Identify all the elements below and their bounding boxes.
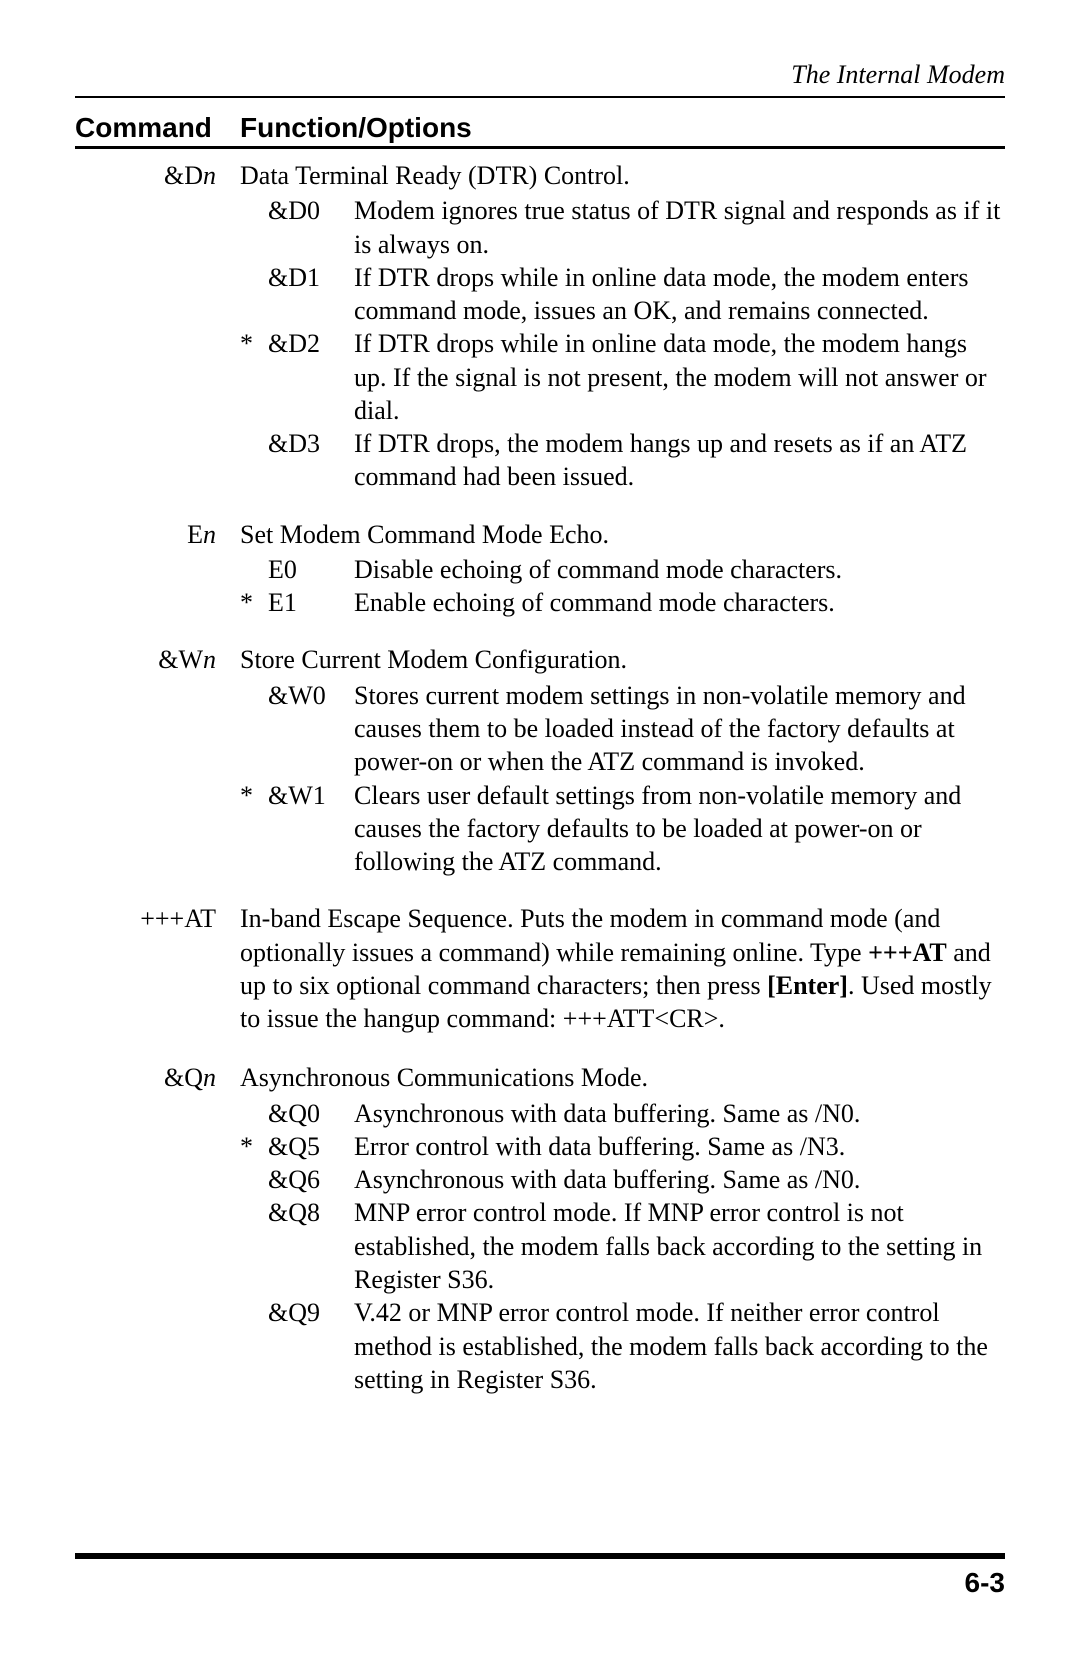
option-code: &Q0 bbox=[268, 1097, 354, 1130]
option-description: Modem ignores true status of DTR signal … bbox=[354, 194, 1005, 261]
table-header-row: Command Function/Options bbox=[75, 112, 1005, 149]
default-marker bbox=[240, 1196, 268, 1296]
option-code: E0 bbox=[268, 553, 354, 586]
option-row: E0Disable echoing of command mode charac… bbox=[240, 553, 1005, 586]
option-row: &D1If DTR drops while in online data mod… bbox=[240, 261, 1005, 328]
default-marker bbox=[240, 1097, 268, 1130]
option-code: E1 bbox=[268, 586, 354, 619]
command-prefix: &D bbox=[164, 161, 203, 190]
option-code: &D2 bbox=[268, 327, 354, 427]
command-prefix: &Q bbox=[164, 1063, 203, 1092]
option-description: Enable echoing of command mode character… bbox=[354, 586, 1005, 619]
default-marker: * bbox=[240, 327, 268, 427]
option-description: Stores current modem settings in non-vol… bbox=[354, 679, 1005, 779]
command-body: Data Terminal Ready (DTR) Control.&D0Mod… bbox=[240, 159, 1005, 494]
option-row: *&W1Clears user default settings from no… bbox=[240, 779, 1005, 879]
bold-text: +++AT bbox=[868, 938, 947, 967]
command-summary: Set Modem Command Mode Echo. bbox=[240, 518, 1005, 551]
option-description: Clears user default settings from non-vo… bbox=[354, 779, 1005, 879]
option-description: If DTR drops while in online data mode, … bbox=[354, 327, 1005, 427]
header-function: Function/Options bbox=[240, 112, 472, 144]
command-entry: &DnData Terminal Ready (DTR) Control.&D0… bbox=[75, 159, 1005, 494]
command-label: +++AT bbox=[75, 902, 240, 1037]
option-description: Asynchronous with data buffering. Same a… bbox=[354, 1097, 1005, 1130]
command-summary: Asynchronous Communications Mode. bbox=[240, 1061, 1005, 1094]
command-variable: n bbox=[203, 1063, 216, 1092]
option-row: &Q6Asynchronous with data buffering. Sam… bbox=[240, 1163, 1005, 1196]
option-description: If DTR drops, the modem hangs up and res… bbox=[354, 427, 1005, 494]
command-summary: Store Current Modem Configuration. bbox=[240, 643, 1005, 676]
command-summary: In-band Escape Sequence. Puts the modem … bbox=[240, 902, 1005, 1035]
command-entry: EnSet Modem Command Mode Echo.E0Disable … bbox=[75, 518, 1005, 620]
command-entry: +++ATIn-band Escape Sequence. Puts the m… bbox=[75, 902, 1005, 1037]
command-body: Set Modem Command Mode Echo.E0Disable ec… bbox=[240, 518, 1005, 620]
default-marker bbox=[240, 194, 268, 261]
default-marker: * bbox=[240, 586, 268, 619]
footer-rule bbox=[75, 1553, 1005, 1559]
option-code: &D1 bbox=[268, 261, 354, 328]
command-body: In-band Escape Sequence. Puts the modem … bbox=[240, 902, 1005, 1037]
command-label: En bbox=[75, 518, 240, 620]
default-marker bbox=[240, 427, 268, 494]
option-code: &D3 bbox=[268, 427, 354, 494]
command-entry: &QnAsynchronous Communications Mode.&Q0A… bbox=[75, 1061, 1005, 1396]
default-marker: * bbox=[240, 1130, 268, 1163]
option-description: Disable echoing of command mode characte… bbox=[354, 553, 1005, 586]
option-description: V.42 or MNP error control mode. If neith… bbox=[354, 1296, 1005, 1396]
command-body: Asynchronous Communications Mode.&Q0Asyn… bbox=[240, 1061, 1005, 1396]
default-marker bbox=[240, 553, 268, 586]
option-code: &Q5 bbox=[268, 1130, 354, 1163]
default-marker bbox=[240, 1296, 268, 1396]
default-marker: * bbox=[240, 779, 268, 879]
option-description: Asynchronous with data buffering. Same a… bbox=[354, 1163, 1005, 1196]
command-body: Store Current Modem Configuration.&W0Sto… bbox=[240, 643, 1005, 878]
option-code: &Q8 bbox=[268, 1196, 354, 1296]
page-number: 6-3 bbox=[965, 1567, 1005, 1599]
command-variable: n bbox=[203, 161, 216, 190]
command-label: &Dn bbox=[75, 159, 240, 494]
option-code: &W1 bbox=[268, 779, 354, 879]
option-row: &Q8MNP error control mode. If MNP error … bbox=[240, 1196, 1005, 1296]
option-code: &Q6 bbox=[268, 1163, 354, 1196]
option-row: *E1Enable echoing of command mode charac… bbox=[240, 586, 1005, 619]
command-entry: &WnStore Current Modem Configuration.&W0… bbox=[75, 643, 1005, 878]
option-description: If DTR drops while in online data mode, … bbox=[354, 261, 1005, 328]
default-marker bbox=[240, 261, 268, 328]
option-row: &Q0Asynchronous with data buffering. Sam… bbox=[240, 1097, 1005, 1130]
running-head: The Internal Modem bbox=[75, 60, 1005, 90]
default-marker bbox=[240, 679, 268, 779]
option-row: &W0Stores current modem settings in non-… bbox=[240, 679, 1005, 779]
option-code: &Q9 bbox=[268, 1296, 354, 1396]
top-rule bbox=[75, 96, 1005, 98]
command-variable: n bbox=[203, 520, 216, 549]
command-label: &Qn bbox=[75, 1061, 240, 1396]
command-summary: Data Terminal Ready (DTR) Control. bbox=[240, 159, 1005, 192]
page: The Internal Modem Command Function/Opti… bbox=[0, 0, 1080, 1669]
option-description: Error control with data buffering. Same … bbox=[354, 1130, 1005, 1163]
command-prefix: +++AT bbox=[140, 904, 216, 933]
command-prefix: E bbox=[187, 520, 203, 549]
header-command: Command bbox=[75, 112, 240, 144]
option-row: &D0Modem ignores true status of DTR sign… bbox=[240, 194, 1005, 261]
option-row: *&D2If DTR drops while in online data mo… bbox=[240, 327, 1005, 427]
option-row: &D3If DTR drops, the modem hangs up and … bbox=[240, 427, 1005, 494]
option-row: &Q9V.42 or MNP error control mode. If ne… bbox=[240, 1296, 1005, 1396]
option-code: &D0 bbox=[268, 194, 354, 261]
entries-container: &DnData Terminal Ready (DTR) Control.&D0… bbox=[75, 159, 1005, 1396]
command-label: &Wn bbox=[75, 643, 240, 878]
option-row: *&Q5Error control with data buffering. S… bbox=[240, 1130, 1005, 1163]
bold-text: [Enter] bbox=[767, 971, 848, 1000]
option-code: &W0 bbox=[268, 679, 354, 779]
command-variable: n bbox=[203, 645, 216, 674]
text-run: In-band Escape Sequence. Puts the modem … bbox=[240, 904, 940, 966]
default-marker bbox=[240, 1163, 268, 1196]
command-prefix: &W bbox=[158, 645, 203, 674]
option-description: MNP error control mode. If MNP error con… bbox=[354, 1196, 1005, 1296]
